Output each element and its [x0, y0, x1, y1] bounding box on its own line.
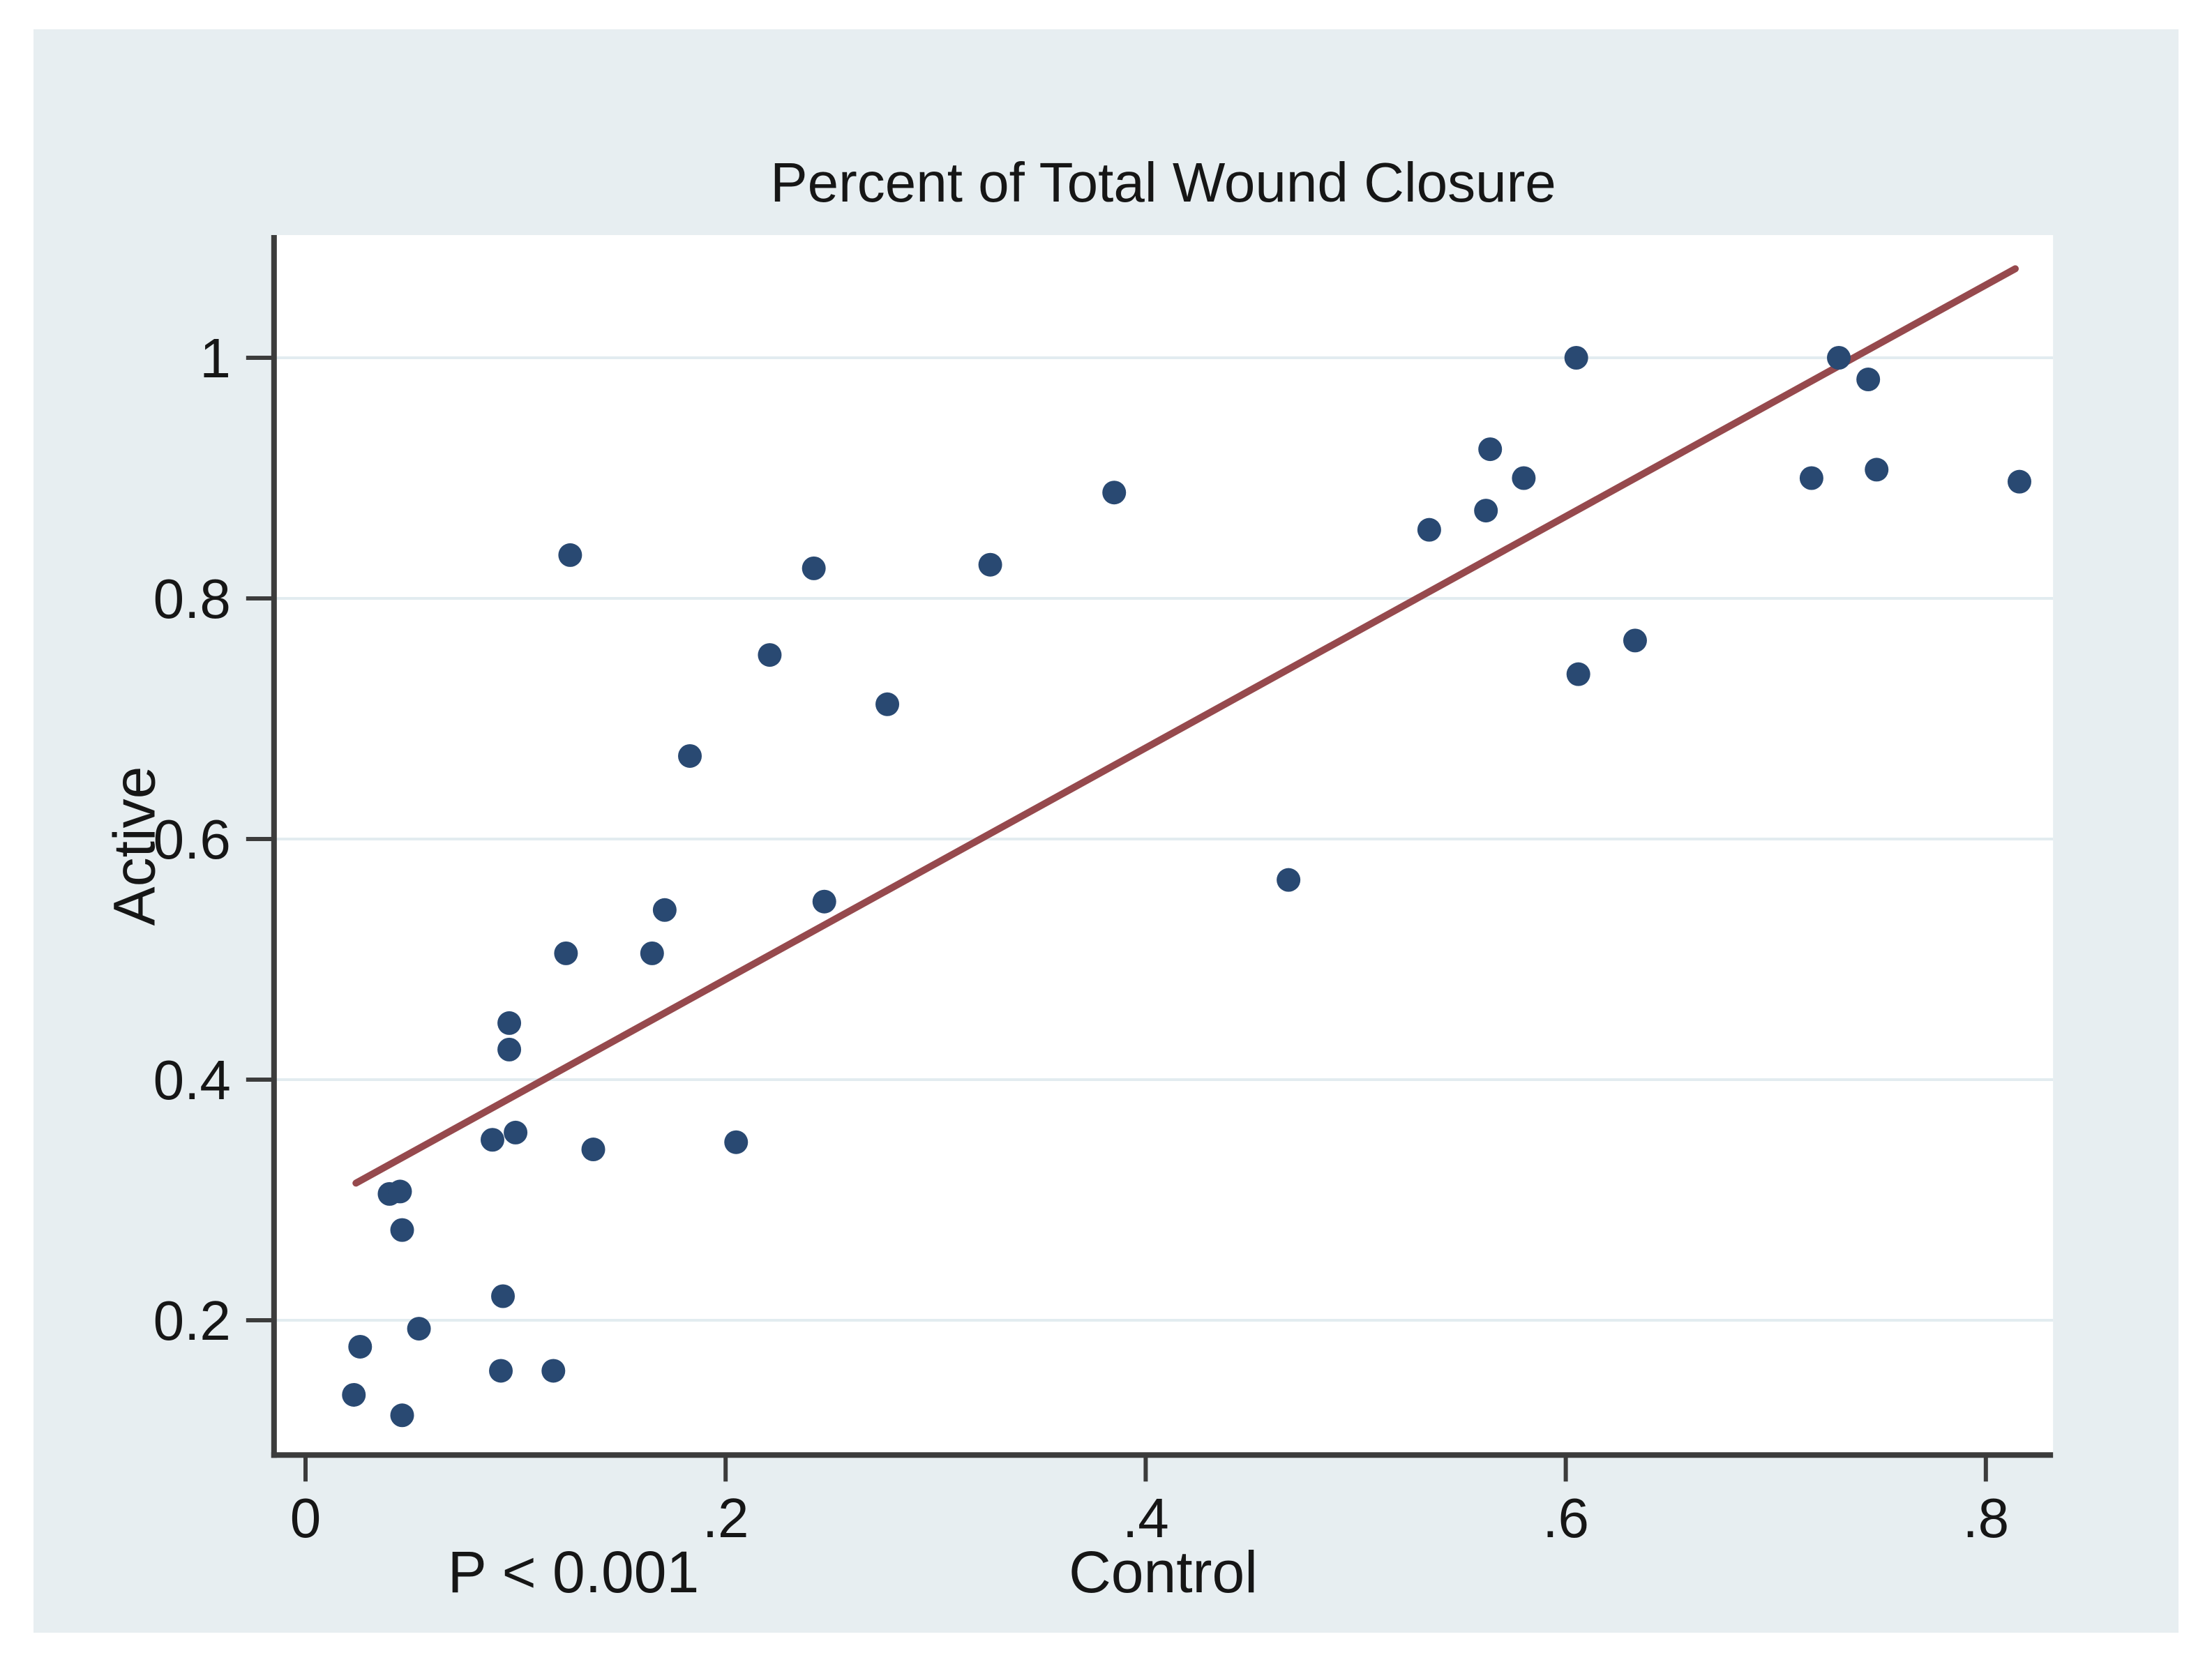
scatter-point	[504, 1120, 528, 1144]
scatter-point	[652, 898, 677, 922]
y-tick-label: 0.6	[153, 808, 231, 870]
fit-line	[352, 265, 2019, 1187]
scatter-point	[1417, 518, 1441, 542]
scatter-point	[1856, 368, 1881, 392]
x-tick-label: .2	[702, 1487, 749, 1549]
scatter-point	[640, 941, 664, 965]
scatter-point	[812, 889, 836, 914]
scatter-point	[1566, 662, 1590, 686]
scatter-point	[581, 1138, 605, 1162]
y-axis-label: Active	[101, 766, 167, 926]
scatter-point	[407, 1317, 431, 1341]
scatter-point	[875, 692, 900, 716]
scatter-point	[1865, 458, 1889, 482]
scatter-point	[1799, 466, 1823, 490]
x-tick-label: .4	[1122, 1487, 1169, 1549]
scatter-point	[1474, 499, 1498, 523]
x-tick-label: .6	[1542, 1487, 1589, 1549]
scatter-point	[802, 556, 826, 580]
x-tick-label: .8	[1962, 1487, 2009, 1549]
scatter-point	[390, 1403, 414, 1428]
scatter-point	[554, 941, 578, 965]
y-tick-label: 1	[200, 327, 231, 389]
scatter-point	[342, 1382, 366, 1407]
scatter-point	[1623, 628, 1647, 653]
scatter-point	[678, 743, 702, 768]
scatter-point	[2007, 469, 2031, 494]
scatter-point	[978, 552, 1002, 577]
scatter-point	[348, 1334, 373, 1359]
scatter-point	[1478, 437, 1503, 462]
scatter-point	[489, 1359, 513, 1383]
p-value-annotation: P < 0.001	[447, 1539, 700, 1605]
scatter-point	[390, 1218, 414, 1242]
x-axis-label: Control	[1069, 1539, 1258, 1605]
scatter-point	[1564, 346, 1588, 370]
y-tick-label: 0.8	[153, 568, 231, 630]
scatter-point	[724, 1130, 748, 1154]
scatter-point	[1512, 466, 1536, 490]
scatter-point	[758, 643, 782, 667]
scatter-point	[541, 1359, 566, 1383]
scatter-point	[1102, 481, 1127, 505]
x-tick-label: 0	[290, 1487, 322, 1549]
plot-background	[273, 235, 2054, 1456]
scatter-point	[1277, 868, 1301, 892]
scatter-point	[558, 543, 582, 567]
scatter-point	[388, 1179, 412, 1204]
y-tick-label: 0.4	[153, 1049, 231, 1111]
scatter-point	[491, 1284, 516, 1308]
chart-title: Percent of Total Wound Closure	[770, 151, 1556, 213]
scatter-point	[1827, 346, 1851, 370]
scatter-point	[480, 1128, 504, 1152]
y-tick-label: 0.2	[153, 1290, 231, 1352]
scatter-point	[497, 1011, 522, 1035]
scatter-point	[497, 1037, 522, 1062]
